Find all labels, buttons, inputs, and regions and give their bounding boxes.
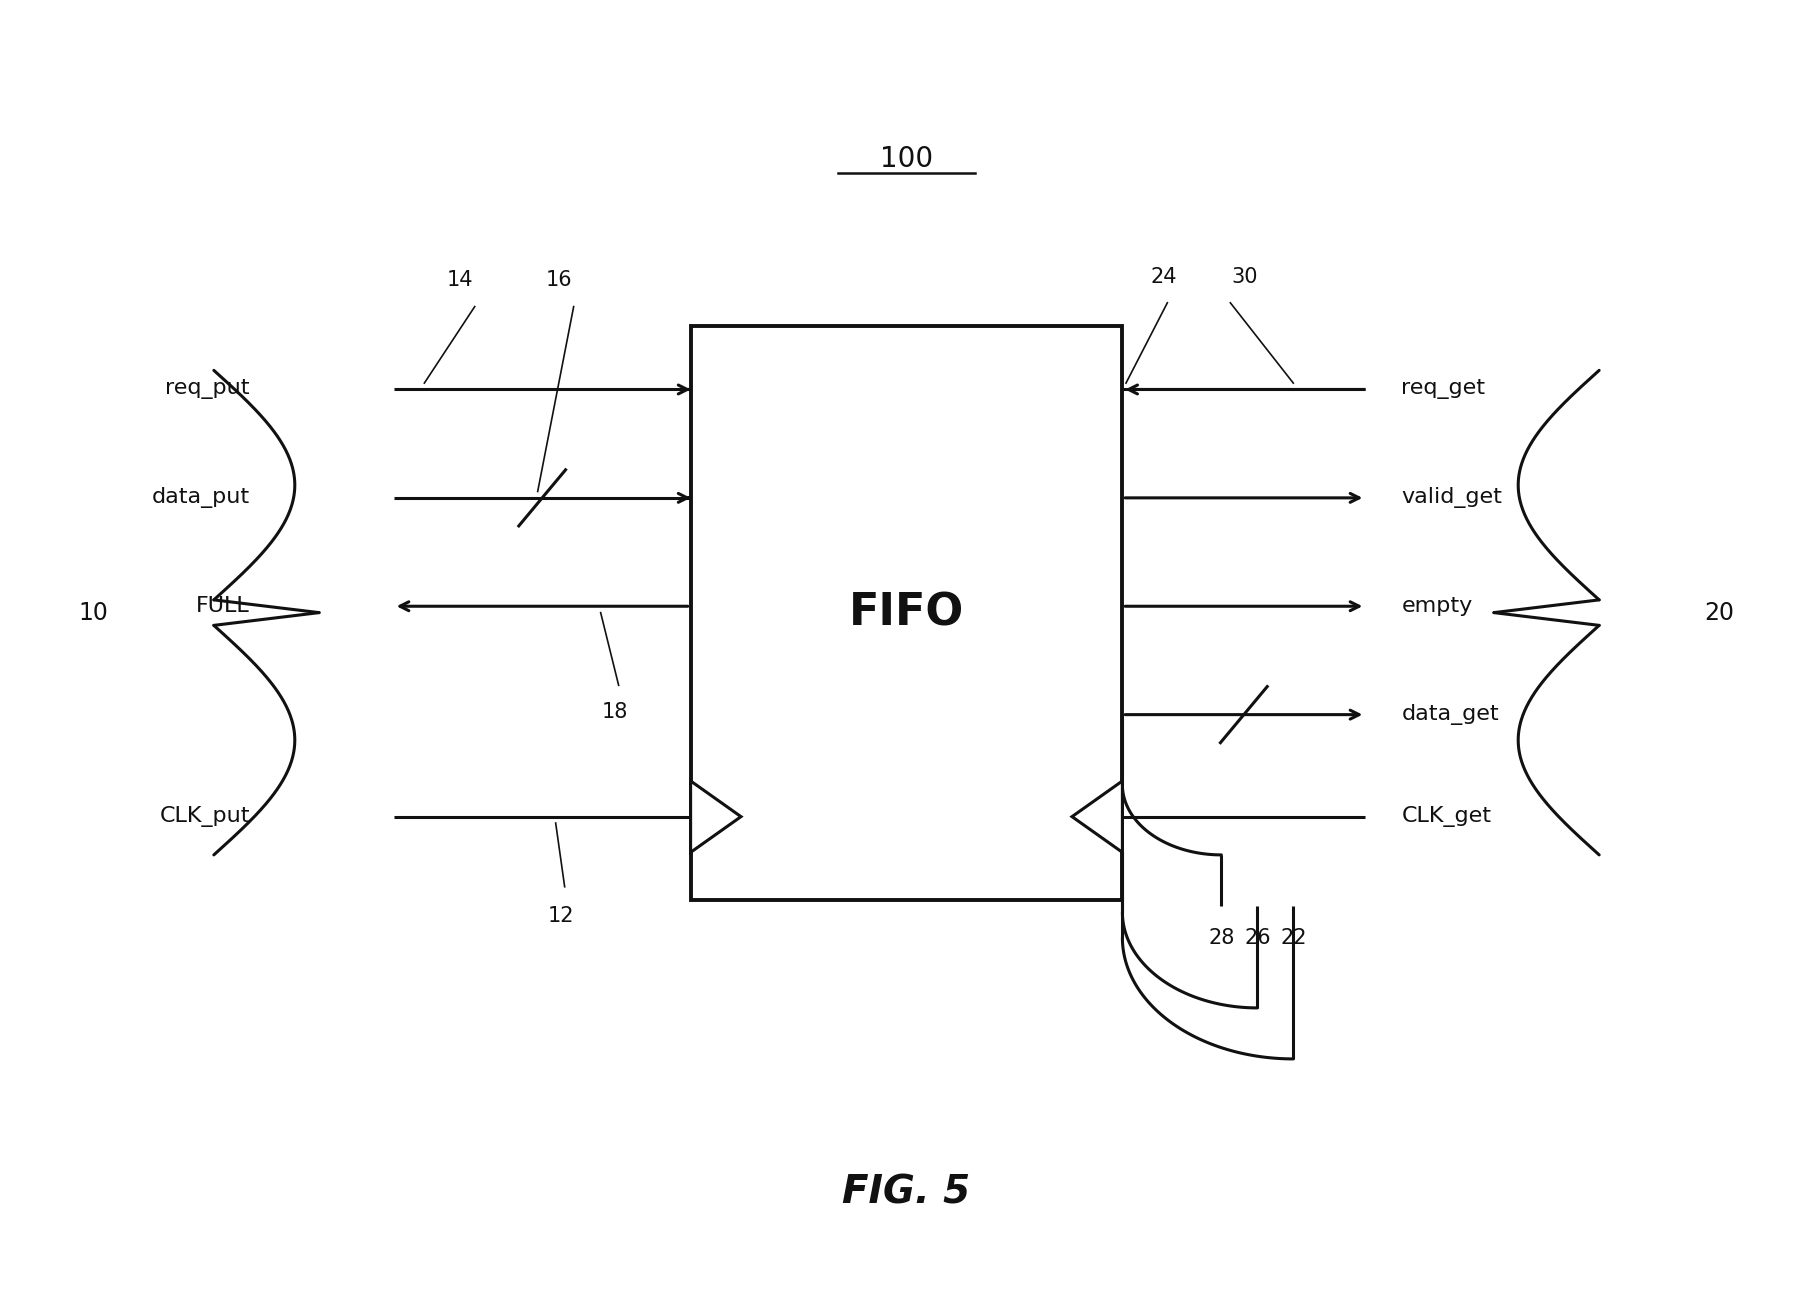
Text: 12: 12 <box>548 906 575 926</box>
Text: 24: 24 <box>1151 268 1177 287</box>
Text: data_get: data_get <box>1401 704 1499 726</box>
Text: 10: 10 <box>78 601 109 625</box>
Text: valid_get: valid_get <box>1401 487 1503 508</box>
Text: req_get: req_get <box>1401 379 1485 400</box>
Polygon shape <box>1071 781 1122 852</box>
Bar <box>691 326 1122 900</box>
Text: FULL: FULL <box>196 597 250 616</box>
Text: 14: 14 <box>448 269 473 290</box>
Polygon shape <box>691 781 742 852</box>
Text: 30: 30 <box>1231 268 1258 287</box>
Text: req_put: req_put <box>165 379 250 400</box>
Text: 18: 18 <box>602 703 629 722</box>
Text: 100: 100 <box>879 144 934 173</box>
Text: CLK_put: CLK_put <box>160 806 250 828</box>
Text: 28: 28 <box>1207 928 1235 947</box>
Text: empty: empty <box>1401 597 1472 616</box>
Text: 20: 20 <box>1704 601 1735 625</box>
Text: CLK_get: CLK_get <box>1401 806 1492 828</box>
Text: 16: 16 <box>546 269 573 290</box>
Text: data_put: data_put <box>152 487 250 508</box>
Text: FIFO: FIFO <box>848 592 965 634</box>
Text: 22: 22 <box>1280 928 1307 947</box>
Text: FIG. 5: FIG. 5 <box>843 1174 970 1212</box>
Text: 26: 26 <box>1244 928 1271 947</box>
